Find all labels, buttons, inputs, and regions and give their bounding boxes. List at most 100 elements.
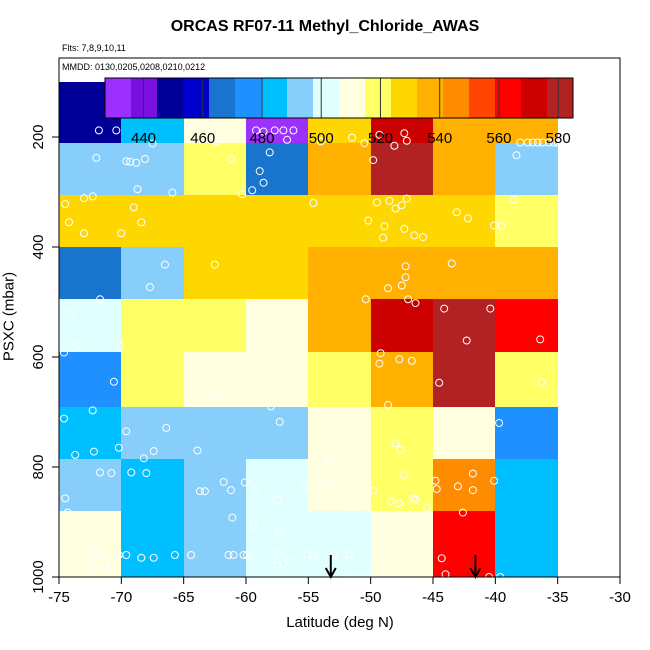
colorbar-segment (287, 78, 314, 118)
sample-point (205, 128, 214, 137)
sample-point (401, 273, 410, 282)
sample-point (495, 419, 504, 427)
heatmap-cell (371, 143, 433, 195)
sample-point (270, 126, 279, 135)
sample-point (65, 218, 73, 227)
sample-point (101, 560, 110, 569)
heatmap-cell (59, 459, 121, 511)
colorbar-segment (365, 78, 392, 118)
sample-point (379, 551, 388, 559)
heatmap-cell (184, 247, 246, 299)
sample-point (122, 551, 131, 559)
colorbar-segment (157, 78, 184, 118)
sample-point (66, 538, 75, 547)
heatmap-cell (246, 352, 308, 407)
x-axis-title: Latitude (deg N) (286, 614, 394, 631)
heatmap-cell (495, 247, 558, 299)
heatmap-cell (184, 407, 246, 459)
sample-point (79, 229, 88, 238)
heatmap-cell (495, 195, 558, 247)
sample-point (309, 551, 318, 559)
sample-point (309, 199, 318, 207)
colorbar-tick-label: 540 (427, 130, 452, 147)
plot-frame (58, 57, 621, 578)
sample-point (212, 137, 221, 146)
sample-point (195, 487, 204, 496)
sample-point (61, 200, 70, 209)
sample-point (79, 194, 88, 203)
heatmap-cell (433, 143, 495, 195)
sample-point (486, 304, 495, 313)
x-tick-label: -75 (48, 589, 70, 606)
sample-point (411, 299, 420, 308)
heatmap-cell (246, 511, 308, 563)
sample-point (238, 190, 247, 199)
colorbar-segment (131, 78, 158, 118)
sample-point (409, 494, 418, 503)
sample-point (402, 194, 411, 203)
sample-point (497, 222, 506, 231)
heatmap-cell (59, 143, 121, 195)
sample-point (325, 456, 334, 465)
sample-point (73, 340, 82, 349)
heatmap-cell (433, 299, 495, 352)
sample-point (537, 378, 546, 387)
sample-point (109, 377, 118, 386)
sample-point (265, 148, 274, 157)
heatmap-cell (371, 299, 433, 352)
sample-point (141, 155, 149, 163)
sample-point (112, 126, 121, 135)
y-tick-label: 1000 (30, 560, 47, 593)
sample-point (348, 502, 356, 511)
sample-point (452, 208, 461, 217)
sample-point (395, 499, 404, 508)
sample-point (395, 355, 404, 364)
x-tick-label: -50 (360, 589, 382, 606)
heatmap-cell (184, 459, 246, 511)
sample-point (391, 439, 400, 448)
sample-point (435, 378, 444, 387)
heatmap-cell (308, 563, 371, 577)
sample-point (402, 136, 411, 145)
sample-point (400, 224, 409, 233)
sample-point (376, 349, 385, 358)
sample-point (468, 469, 477, 478)
sample-point (538, 138, 547, 147)
sample-point (401, 262, 410, 271)
heatmap-cell (308, 511, 371, 563)
x-tick-label: -55 (297, 589, 319, 606)
heatmap-cell (433, 195, 495, 247)
sample-point (209, 391, 218, 400)
dates-label: MMDD: 0130,0205,0208,0210,0212 (62, 62, 206, 72)
sample-point (390, 141, 399, 150)
sample-point (369, 156, 378, 165)
heatmap-cell (121, 352, 184, 407)
sample-point (549, 138, 558, 147)
sample-point (400, 471, 409, 480)
sample-point (321, 478, 330, 487)
y-tick-label: 400 (30, 234, 47, 259)
heatmap-cell (433, 459, 495, 511)
sample-point (431, 476, 440, 485)
sample-point (89, 447, 98, 456)
sample-point (558, 138, 567, 147)
sample-point (512, 151, 521, 160)
heatmap-cell (246, 143, 308, 195)
heatmap-cell (433, 247, 495, 299)
sample-point (386, 497, 395, 506)
heatmap-cell (121, 407, 184, 459)
sample-point (462, 336, 471, 345)
sample-point (419, 233, 427, 242)
sample-point (397, 281, 406, 290)
sample-point (440, 304, 449, 313)
sample-point (283, 135, 292, 144)
colorbar-segment (209, 78, 236, 118)
sample-point (391, 204, 400, 213)
colorbar-segment (183, 78, 210, 118)
sample-point (229, 551, 238, 559)
sample-point (133, 185, 142, 194)
sample-point (94, 126, 103, 135)
sample-point (96, 295, 105, 304)
sample-point (375, 130, 384, 139)
